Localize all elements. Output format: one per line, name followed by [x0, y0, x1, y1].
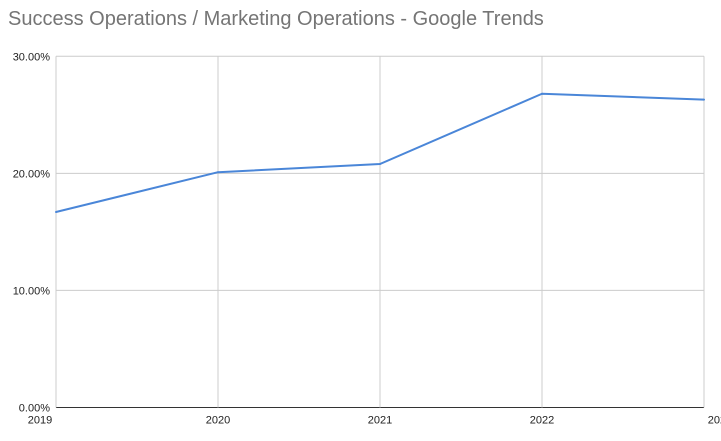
data-point: [703, 98, 705, 101]
data-point: [55, 210, 57, 213]
y-tick-label: 0.00%: [19, 403, 50, 415]
x-tick-label: 2021: [368, 415, 392, 427]
y-tick-label: 10.00%: [13, 285, 51, 297]
x-tick-label: 2019: [28, 415, 52, 427]
x-tick-label: 2020: [206, 415, 230, 427]
data-point: [217, 171, 219, 174]
data-point: [541, 92, 543, 95]
y-tick-label: 30.00%: [13, 51, 51, 63]
x-tick-label: 2022: [530, 415, 554, 427]
chart-title: Success Operations / Marketing Operation…: [8, 8, 544, 30]
x-tick-label: 2023: [708, 415, 721, 427]
data-point: [379, 163, 381, 166]
y-tick-label: 20.00%: [13, 168, 51, 180]
